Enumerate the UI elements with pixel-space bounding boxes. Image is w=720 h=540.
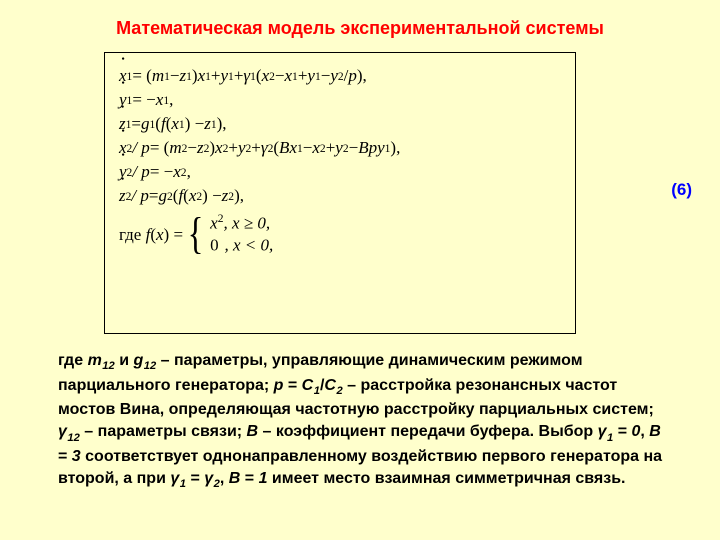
slide-title: Математическая модель экспериментальной … xyxy=(0,18,720,39)
equation-number: (6) xyxy=(671,180,692,200)
equation-2: y1 = −x1, xyxy=(119,91,561,108)
equation-4: x2 / p = (m2 − z2 )x2 + y2 + γ2 (Bx1 − x… xyxy=(119,139,561,156)
piecewise-cases: { x2, x ≥ 0, 02, x < 0, xyxy=(183,212,273,256)
equation-3: z1 = g1 ( f ( x1 ) − z1 ), xyxy=(119,115,561,132)
equation-5: y2 / p = −x2, xyxy=(119,163,561,180)
caption-text: где m12 и g12 – параметры, управляющие д… xyxy=(58,350,670,493)
equation-6: z2 / p = g2 ( f ( x2 ) − z2 ), xyxy=(119,187,561,204)
equation-1: x1 = (m1 − z1 )x1 + y1 + γ1 (x2 − x1 + y… xyxy=(119,67,561,84)
equations-box: x1 = (m1 − z1 )x1 + y1 + γ1 (x2 − x1 + y… xyxy=(104,52,576,334)
equation-fdef: где f (x) = { x2, x ≥ 0, 02, x < 0, xyxy=(119,212,561,256)
slide: Математическая модель экспериментальной … xyxy=(0,0,720,540)
brace-icon: { xyxy=(188,212,204,256)
